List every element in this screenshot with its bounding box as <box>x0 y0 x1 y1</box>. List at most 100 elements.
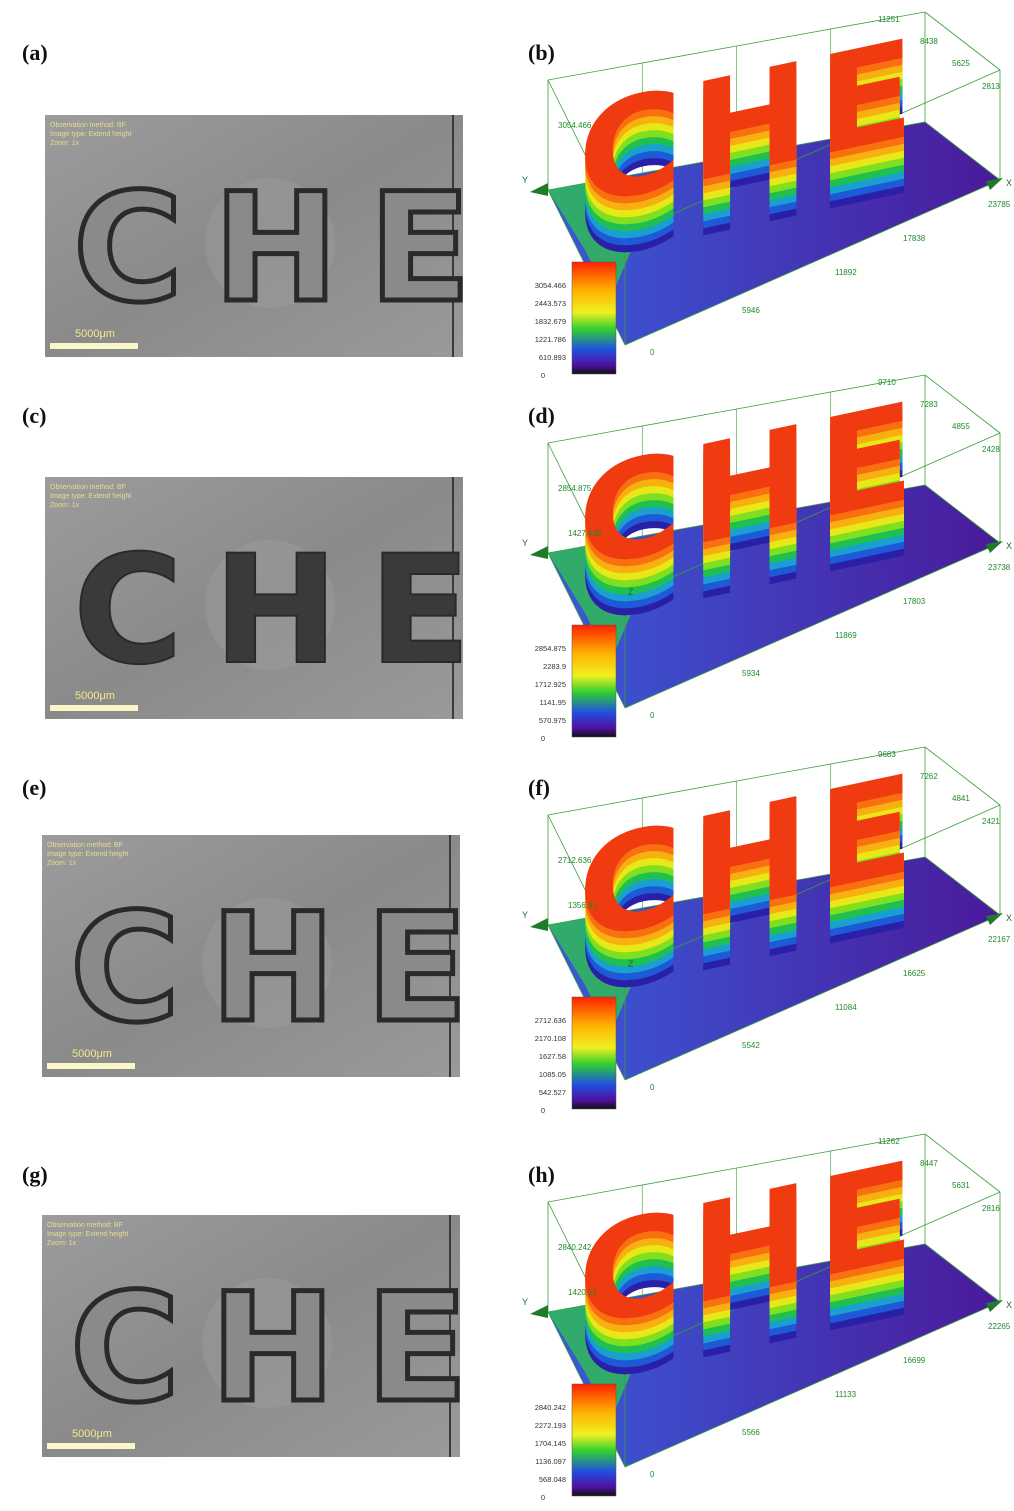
scale-bar-label: 5000μm <box>75 690 115 702</box>
x-tick-label: 5946 <box>742 306 760 315</box>
y-tick-label: 11251 <box>878 15 900 24</box>
z-tick-label: 1356.31 <box>568 901 597 910</box>
colorbar-label: 2272.193 <box>535 1421 566 1430</box>
x-tick-label: 0 <box>650 1083 655 1092</box>
axis-arrow <box>530 918 548 931</box>
metadata: Zoom: 1x <box>50 502 80 509</box>
axis-label: Y <box>522 538 528 548</box>
scale-bar-label: 5000μm <box>72 1428 112 1440</box>
metadata: Observation method: BF <box>47 842 123 849</box>
colorbar-label: 2283.9 <box>543 662 566 671</box>
colorbar-label: 610.893 <box>539 353 566 362</box>
y-tick-label: 2428 <box>982 445 1000 454</box>
y-tick-label: 2816 <box>982 1204 1000 1213</box>
x-tick-label: 23785 <box>988 200 1011 209</box>
scale-bar <box>50 705 138 711</box>
colorbar-label: 1085.05 <box>539 1070 566 1079</box>
axis-label: X <box>1006 541 1012 551</box>
y-tick-label: 4855 <box>952 422 970 431</box>
letters: CHE <box>73 162 501 336</box>
axis-arrow <box>530 183 548 196</box>
axis-label: X <box>1006 1300 1012 1310</box>
panel-label: (g) <box>22 1162 48 1187</box>
micrograph: CHE Observation method: BF Image type: Ext… <box>45 115 501 357</box>
scale-bar <box>47 1443 135 1449</box>
x-tick-label: 16625 <box>903 969 926 978</box>
micrograph: CHEObservation method: BFImage type: Ext… <box>42 835 498 1077</box>
metadata: Image type: Extend height <box>47 1231 128 1238</box>
x-tick-label: 5934 <box>742 669 760 678</box>
scale-bar <box>47 1063 135 1069</box>
y-tick-label: 9683 <box>878 750 896 759</box>
letters: CHE <box>73 524 501 698</box>
y-tick-label: 8447 <box>920 1159 938 1168</box>
colorbar-label: 1704.145 <box>535 1439 566 1448</box>
colorbar-label: 568.048 <box>539 1475 566 1484</box>
x-tick-label: 0 <box>650 1470 655 1479</box>
axis-label: Z <box>628 959 634 969</box>
colorbar <box>572 1384 616 1496</box>
z-tick-label: 1420.12 <box>568 1288 597 1297</box>
x-tick-label: 16699 <box>903 1356 926 1365</box>
panel-label: (a) <box>22 40 48 65</box>
colorbar-label: 0 <box>541 734 545 743</box>
colorbar-label: 2443.573 <box>535 299 566 308</box>
colorbar-label: 2840.242 <box>535 1403 566 1412</box>
x-tick-label: 11869 <box>835 631 857 640</box>
colorbar <box>572 997 616 1109</box>
colorbar-label: 1136.097 <box>535 1457 566 1466</box>
metadata: Observation method: BF <box>47 1222 123 1229</box>
colorbar-label: 0 <box>541 1493 545 1502</box>
scale-bar-label: 5000μm <box>75 328 115 340</box>
x-tick-label: 23738 <box>988 563 1011 572</box>
y-tick-label: 2813 <box>982 82 1000 91</box>
y-tick-label: 11262 <box>878 1137 900 1146</box>
x-tick-label: 17838 <box>903 234 926 243</box>
y-tick-label: 2421 <box>982 817 1000 826</box>
metadata: Image type: Extend height <box>50 493 131 500</box>
y-tick-label: 5631 <box>952 1181 970 1190</box>
x-tick-label: 0 <box>650 348 655 357</box>
colorbar-label: 1712.925 <box>535 680 566 689</box>
axis-label: Y <box>522 175 528 185</box>
y-tick-label: 5625 <box>952 59 970 68</box>
metadata: Image type: Extend height <box>50 131 131 138</box>
axis-label: X <box>1006 178 1012 188</box>
colorbar-label: 542.527 <box>539 1088 566 1097</box>
y-tick-label: 4841 <box>952 794 970 803</box>
x-tick-label: 0 <box>650 711 655 720</box>
axis-label: Y <box>522 910 528 920</box>
y-tick-label: 7262 <box>920 772 938 781</box>
panel-label: (d) <box>528 403 555 428</box>
axis-label: Z <box>628 587 634 597</box>
axis-label: Y <box>522 1297 528 1307</box>
colorbar-label: 2170.108 <box>535 1034 566 1043</box>
x-tick-label: 17803 <box>903 597 926 606</box>
y-tick-label: 9710 <box>878 378 896 387</box>
letters: CHE <box>70 882 498 1056</box>
colorbar-label: 0 <box>541 371 545 380</box>
z-tick-label: 2840.242 <box>558 1243 592 1252</box>
y-tick-label: 7283 <box>920 400 938 409</box>
x-tick-label: 11892 <box>835 268 857 277</box>
colorbar <box>572 625 616 737</box>
surface-plot: CHECHECHECHECHECHECHECHECHEYXZ9683726248… <box>522 744 1012 1115</box>
colorbar-label: 1141.95 <box>539 698 566 707</box>
metadata: Zoom: 1x <box>47 860 77 867</box>
colorbar-label: 570.975 <box>539 716 566 725</box>
x-tick-label: 11084 <box>835 1003 857 1012</box>
panel-label: (f) <box>528 775 550 800</box>
metadata: Zoom: 1x <box>47 1240 77 1247</box>
metadata: Zoom: 1x <box>50 140 80 147</box>
y-tick-label: 8438 <box>920 37 938 46</box>
colorbar <box>572 262 616 374</box>
axis-label: X <box>1006 913 1012 923</box>
panel-label: (h) <box>528 1162 555 1187</box>
metadata: Observation method: BF <box>50 122 126 129</box>
colorbar-label: 1627.58 <box>539 1052 566 1061</box>
scale-bar-label: 5000μm <box>72 1048 112 1060</box>
axis-arrow <box>530 546 548 559</box>
z-tick-label: 2854.875 <box>558 484 592 493</box>
colorbar-label: 2854.875 <box>535 644 566 653</box>
